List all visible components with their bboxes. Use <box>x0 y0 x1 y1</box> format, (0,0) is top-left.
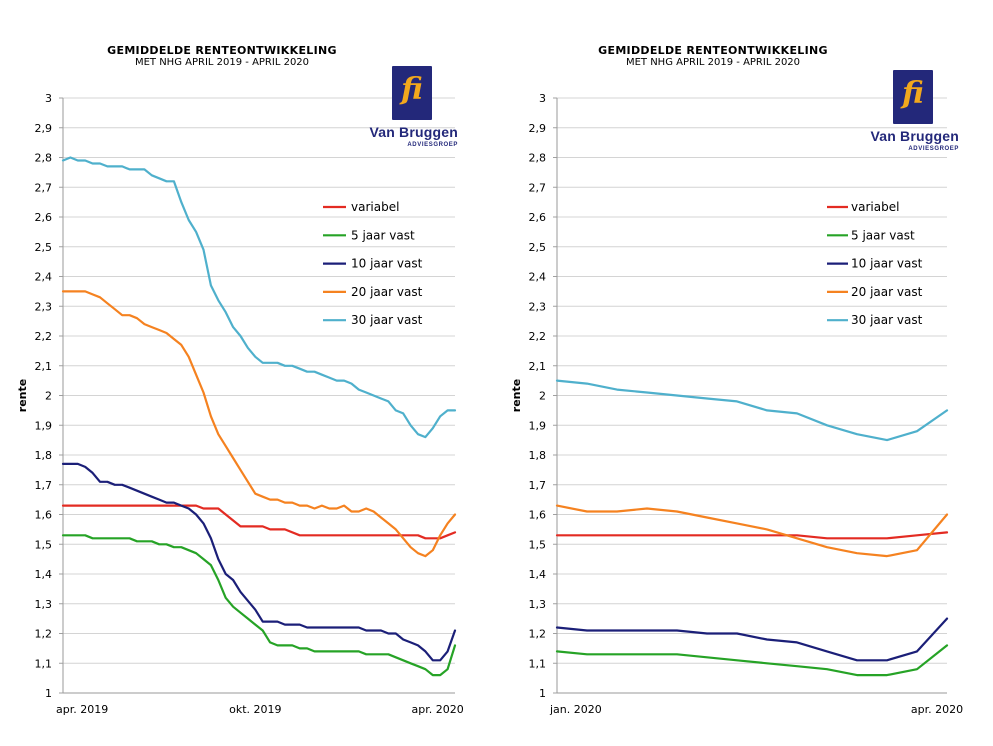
series-line-4 <box>61 156 457 439</box>
chart-subtitle: MET NHG APRIL 2019 - APRIL 2020 <box>625 57 801 68</box>
y-tick-label: 1,5 <box>35 538 53 551</box>
x-tick-label: okt. 2019 <box>229 703 281 716</box>
y-tick-label: 1,3 <box>35 598 53 611</box>
y-tick-label: 2,9 <box>35 122 53 135</box>
series-line-0 <box>61 504 457 540</box>
legend-label: 30 jaar vast <box>351 313 423 327</box>
y-tick-label: 1 <box>539 687 546 700</box>
y-tick-label: 2,5 <box>529 241 547 254</box>
y-tick-label: 1,5 <box>529 538 547 551</box>
line-chart: 1 1,1 1,2 1,3 1,4 1,5 1,6 1,7 1,8 1,9 2 2,1 2,2 2,3 2,… <box>510 92 963 716</box>
y-tick-label: 1,9 <box>35 419 53 432</box>
chart-title-block: GEMIDDELDE RENTEONTWIKKELING MET NHG APR… <box>62 44 382 68</box>
chart-title-block: GEMIDDELDE RENTEONTWIKKELING MET NHG APR… <box>553 44 873 68</box>
y-axis-label: rente <box>16 379 29 412</box>
y-axis-label: rente <box>510 379 523 412</box>
y-tick-label: 2,5 <box>35 241 53 254</box>
y-tick-label: 1,6 <box>35 509 53 522</box>
legend-label: 20 jaar vast <box>351 285 423 299</box>
legend-label: 10 jaar vast <box>351 257 423 271</box>
y-tick-label: 3 <box>539 92 546 105</box>
y-tick-label: 2,4 <box>529 271 547 284</box>
series-line-1 <box>61 534 457 677</box>
y-tick-label: 2 <box>539 390 546 403</box>
logo-mark-icon: fi <box>893 70 933 124</box>
y-tick-label: 2,7 <box>529 181 547 194</box>
logo-name: Van Bruggen <box>369 124 458 140</box>
y-tick-label: 1,2 <box>529 628 547 641</box>
y-tick-label: 2,2 <box>35 330 53 343</box>
series-line-1 <box>555 644 949 677</box>
y-tick-label: 2,9 <box>529 122 547 135</box>
y-tick-label: 2,7 <box>35 181 53 194</box>
x-tick-label: apr. 2020 <box>411 703 463 716</box>
legend-label: 5 jaar vast <box>351 228 415 242</box>
y-tick-label: 1,8 <box>529 449 547 462</box>
y-tick-label: 2 <box>45 390 52 403</box>
series-line-2 <box>555 617 949 662</box>
series-line-4 <box>555 379 949 442</box>
legend-label: 5 jaar vast <box>851 228 915 242</box>
y-tick-label: 1,4 <box>35 568 53 581</box>
logo-subtitle: ADVIESGROEP <box>908 146 959 152</box>
legend-label: 30 jaar vast <box>851 313 923 327</box>
y-tick-label: 1,1 <box>529 657 547 670</box>
y-tick-label: 2,2 <box>529 330 547 343</box>
chart-subtitle: MET NHG APRIL 2019 - APRIL 2020 <box>134 57 310 68</box>
y-tick-label: 1,2 <box>35 628 53 641</box>
van-bruggen-logo: fi Van Bruggen ADVIESGROEP <box>867 70 959 160</box>
y-tick-label: 1,8 <box>35 449 53 462</box>
series-line-2 <box>61 462 457 662</box>
series-line-3 <box>61 290 457 558</box>
chart-panel-right: GEMIDDELDE RENTEONTWIKKELING MET NHG APR… <box>497 0 993 746</box>
y-tick-label: 2,8 <box>529 152 547 165</box>
y-tick-label: 1,7 <box>35 479 53 492</box>
logo-subtitle: ADVIESGROEP <box>407 142 458 148</box>
chart-panel-left: GEMIDDELDE RENTEONTWIKKELING MET NHG APR… <box>0 0 496 746</box>
y-tick-label: 2,1 <box>529 360 547 373</box>
legend-label: 20 jaar vast <box>851 285 923 299</box>
x-tick-label: apr. 2020 <box>911 703 963 716</box>
series-line-3 <box>555 504 949 558</box>
chart-title: GEMIDDELDE RENTEONTWIKKELING <box>598 44 828 57</box>
y-tick-label: 1,9 <box>529 419 547 432</box>
y-tick-label: 2,6 <box>35 211 53 224</box>
y-tick-label: 2,8 <box>35 152 53 165</box>
y-tick-label: 1,7 <box>529 479 547 492</box>
x-tick-label: apr. 2019 <box>56 703 108 716</box>
y-tick-label: 3 <box>45 92 52 105</box>
van-bruggen-logo: fi Van Bruggen ADVIESGROEP <box>366 66 458 156</box>
legend-label: 10 jaar vast <box>851 257 923 271</box>
y-tick-label: 2,1 <box>35 360 53 373</box>
y-tick-label: 1,6 <box>529 509 547 522</box>
y-tick-label: 2,3 <box>35 300 53 313</box>
series-line-0 <box>555 531 949 540</box>
line-chart: 1 1,1 1,2 1,3 1,4 1,5 1,6 1,7 1,8 1,9 2 2,1 2,2 2,3 2,… <box>16 92 464 716</box>
y-tick-label: 1,4 <box>529 568 547 581</box>
y-tick-label: 1,1 <box>35 657 53 670</box>
y-tick-label: 1,3 <box>529 598 547 611</box>
logo-name: Van Bruggen <box>870 128 959 144</box>
x-tick-label: jan. 2020 <box>549 703 602 716</box>
legend-label: variabel <box>351 200 399 214</box>
y-tick-label: 2,6 <box>529 211 547 224</box>
logo-mark-icon: fi <box>392 66 432 120</box>
chart-title: GEMIDDELDE RENTEONTWIKKELING <box>107 44 337 57</box>
legend-label: variabel <box>851 200 899 214</box>
y-tick-label: 2,4 <box>35 271 53 284</box>
y-tick-label: 2,3 <box>529 300 547 313</box>
y-tick-label: 1 <box>45 687 52 700</box>
